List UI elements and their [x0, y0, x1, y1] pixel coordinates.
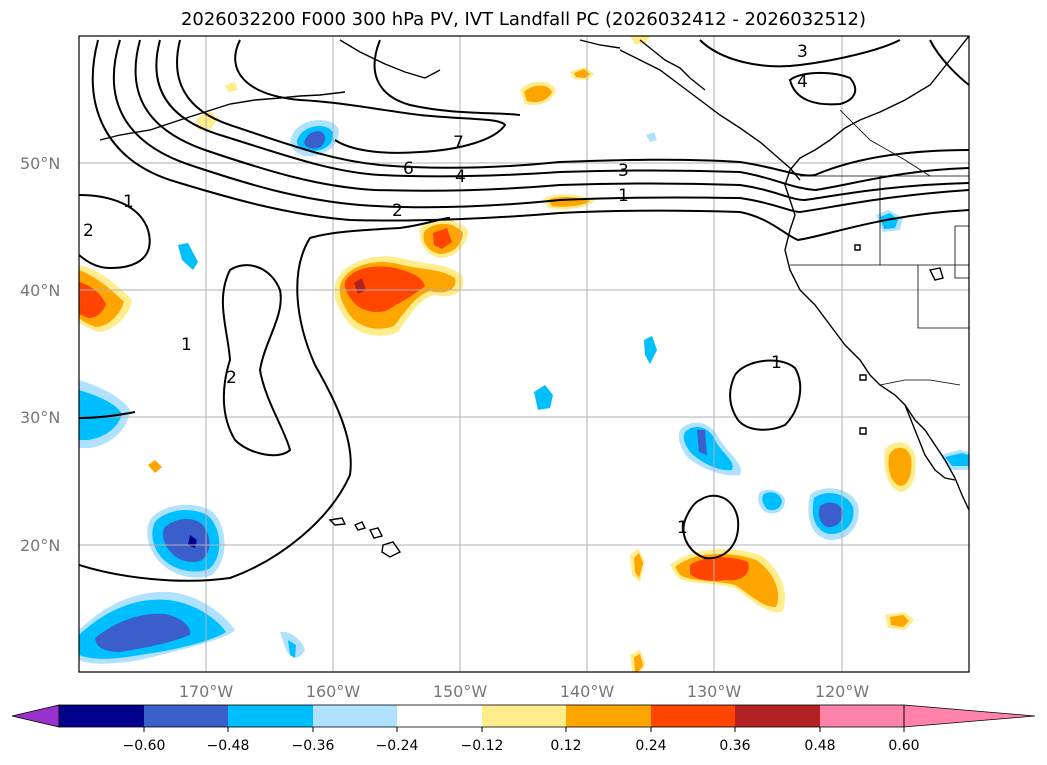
- svg-text:1: 1: [771, 353, 782, 373]
- svg-text:170°W: 170°W: [179, 682, 234, 701]
- svg-text:160°W: 160°W: [306, 682, 361, 701]
- contour-labels: 1 2 3 4 6 7 1 2 3 4 1 2 1 1: [83, 42, 808, 538]
- graticule: [79, 36, 969, 672]
- svg-text:0.36: 0.36: [719, 738, 750, 754]
- longitude-labels: 170°W 160°W 150°W 140°W 130°W 120°W: [179, 682, 870, 701]
- positive-shading: [79, 36, 916, 672]
- svg-text:50°N: 50°N: [20, 154, 60, 173]
- svg-text:0.24: 0.24: [635, 738, 666, 754]
- latitude-labels: 50°N 40°N 30°N 20°N: [20, 154, 60, 555]
- svg-text:1: 1: [181, 335, 192, 355]
- colorbar-extend-max: [903, 704, 1036, 728]
- colorbar-labels: −0.60 −0.48 −0.36 −0.24 −0.12 0.12 0.24 …: [123, 738, 920, 754]
- svg-text:0.60: 0.60: [888, 738, 919, 754]
- svg-text:1: 1: [677, 518, 688, 538]
- svg-text:0.48: 0.48: [804, 738, 835, 754]
- svg-text:7: 7: [453, 133, 464, 153]
- svg-text:4: 4: [797, 72, 808, 92]
- svg-text:140°W: 140°W: [560, 682, 615, 701]
- colorbar-segment: [59, 705, 144, 727]
- colorbar-segment: [397, 705, 482, 727]
- svg-text:−0.60: −0.60: [123, 738, 166, 754]
- svg-text:3: 3: [797, 42, 808, 62]
- colorbar: −0.60 −0.48 −0.36 −0.24 −0.12 0.12 0.24 …: [11, 704, 1036, 754]
- svg-text:6: 6: [403, 159, 414, 179]
- map-area: [79, 36, 969, 672]
- colorbar-segment: [482, 705, 566, 727]
- colorbar-segment: [651, 705, 735, 727]
- svg-text:−0.24: −0.24: [376, 738, 419, 754]
- svg-text:2: 2: [392, 201, 403, 221]
- svg-text:1: 1: [618, 186, 629, 206]
- svg-text:150°W: 150°W: [433, 682, 488, 701]
- svg-text:0.12: 0.12: [550, 738, 581, 754]
- svg-text:2: 2: [83, 221, 94, 241]
- svg-text:−0.36: −0.36: [292, 738, 335, 754]
- svg-text:40°N: 40°N: [20, 281, 60, 300]
- svg-text:−0.48: −0.48: [207, 738, 250, 754]
- svg-text:1: 1: [123, 192, 134, 212]
- map-title: 2026032200 F000 300 hPa PV, IVT Landfall…: [180, 9, 867, 30]
- svg-text:4: 4: [455, 167, 466, 187]
- colorbar-segment: [566, 705, 651, 727]
- svg-text:2: 2: [226, 368, 237, 388]
- colorbar-segment: [144, 705, 228, 727]
- colorbar-segment: [820, 705, 904, 727]
- colorbar-ticks: [143, 727, 905, 732]
- colorbar-segment: [735, 705, 820, 727]
- svg-text:130°W: 130°W: [687, 682, 742, 701]
- svg-text:−0.12: −0.12: [461, 738, 504, 754]
- svg-text:120°W: 120°W: [815, 682, 870, 701]
- negative-shading: [79, 119, 969, 664]
- svg-text:20°N: 20°N: [20, 536, 60, 555]
- svg-text:3: 3: [618, 161, 629, 181]
- svg-text:30°N: 30°N: [20, 408, 60, 427]
- colorbar-segment: [228, 705, 313, 727]
- colorbar-extend-min: [11, 704, 60, 728]
- map-frame: [78, 35, 970, 673]
- pv-contours: [79, 39, 969, 582]
- coastlines: [99, 36, 969, 558]
- colorbar-segment: [313, 705, 397, 727]
